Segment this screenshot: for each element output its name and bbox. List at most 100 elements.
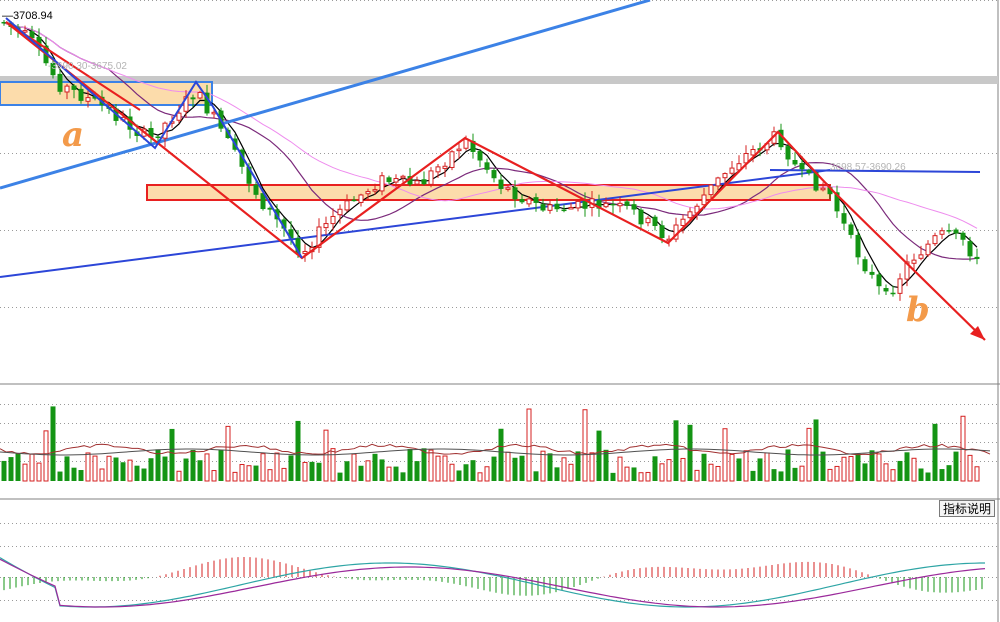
volume-bar-down <box>792 467 798 481</box>
volume-bar-up <box>22 463 28 482</box>
candle-body-down <box>834 192 840 212</box>
candle-body-down <box>519 199 525 203</box>
candle-body-up <box>708 184 714 196</box>
volume-bar-up <box>568 463 574 482</box>
volume-bar-down <box>701 453 707 481</box>
volume-bar-down <box>64 456 70 481</box>
candle-body-up <box>393 178 399 183</box>
macd-panel <box>0 557 986 608</box>
candle-body-down <box>659 225 665 239</box>
candle-body-up <box>715 177 721 187</box>
candle-body-down <box>792 159 798 165</box>
high-price-label: —3708.94 <box>2 10 53 22</box>
volume-bar-down <box>953 451 959 481</box>
candle-body-up <box>526 198 532 205</box>
candle-body-up <box>701 194 707 206</box>
volume-bar-up <box>246 465 252 482</box>
volume-bar-down <box>778 471 784 481</box>
candle-body-down <box>351 199 357 202</box>
candle-body-up <box>449 151 455 168</box>
volume-bar-up <box>281 467 287 482</box>
volume-bar-down <box>407 448 413 481</box>
volume-bar-up <box>127 459 133 482</box>
candle-body-down <box>29 31 35 39</box>
candle-body-down <box>470 140 476 152</box>
candle-body-down <box>533 197 539 203</box>
volume-ma-line <box>0 443 991 456</box>
volume-bar-up <box>764 452 770 482</box>
candle-body-up <box>64 85 70 93</box>
candle-body-up <box>435 166 441 173</box>
volume-bar-up <box>449 463 455 482</box>
volume-bar-down <box>456 470 462 481</box>
volume-bar-down <box>155 449 161 481</box>
volume-bar-up <box>274 452 280 482</box>
candle-body-down <box>127 116 133 130</box>
candle-body-down <box>827 187 833 195</box>
candle-body-down <box>778 129 784 148</box>
candle-body-down <box>50 62 56 76</box>
candle-body-up <box>820 187 826 191</box>
candle-body-down <box>421 179 427 185</box>
indicator-lines <box>0 0 981 289</box>
candle-body-up <box>428 170 434 185</box>
volume-bar-up <box>225 425 231 482</box>
candle-body-up <box>85 97 91 102</box>
volume-bar-down <box>344 461 350 481</box>
candle-body-down <box>848 224 854 235</box>
volume-bar-down <box>169 428 175 481</box>
volume-bar-down <box>8 457 14 481</box>
volume-bar-down <box>785 449 791 481</box>
volume-bar-down <box>918 468 924 481</box>
volume-bar-down <box>162 456 168 481</box>
candle-body-up <box>337 208 343 216</box>
volume-bar-down <box>673 420 679 481</box>
volume-bar-down <box>547 453 553 481</box>
candle-body-down <box>631 204 637 210</box>
volume-bar-down <box>771 469 777 481</box>
volume-bar-down <box>50 406 56 481</box>
candle-body-down <box>624 201 630 206</box>
candle-body-down <box>92 96 98 99</box>
ma-fast-line <box>3 22 978 289</box>
candle-body-up <box>344 200 350 211</box>
high-price-dash: — <box>2 10 13 22</box>
candle-body-up <box>365 191 371 195</box>
volume-bar-down <box>939 469 945 481</box>
volume-bar-up <box>267 469 273 482</box>
volume-bar-down <box>946 465 952 481</box>
candle-body-down <box>204 92 210 114</box>
volume-bar-down <box>603 449 609 481</box>
volume-bar-down <box>820 451 826 481</box>
candle-body-up <box>358 194 364 203</box>
candle-body-down <box>967 241 973 257</box>
candle-body-down <box>799 162 805 170</box>
candle-body-down <box>57 73 63 92</box>
volume-bar-up <box>85 452 91 482</box>
volume-bar-down <box>372 453 378 481</box>
candle-body-up <box>463 138 469 149</box>
candle-body-down <box>134 131 140 136</box>
volume-bar-up <box>540 450 546 482</box>
candle-body-down <box>862 259 868 272</box>
volume-bar-down <box>113 457 119 481</box>
candle-body-up <box>680 218 686 226</box>
volume-bar-down <box>904 452 910 481</box>
volume-bar-down <box>463 464 469 481</box>
volume-bar-up <box>561 457 567 482</box>
volume-bar-down <box>554 467 560 481</box>
candle-body-up <box>505 187 511 190</box>
volume-bar-down <box>470 460 476 481</box>
volume-bar-up <box>365 460 371 482</box>
volume-bar-up <box>526 408 532 482</box>
candle-body-down <box>610 203 616 206</box>
candle-body-down <box>512 187 518 200</box>
volume-bar-down <box>358 465 364 481</box>
indicator-help-button[interactable]: 指标说明 <box>939 500 995 517</box>
volume-bar-down <box>925 472 931 481</box>
volume-bar-down <box>757 458 763 481</box>
volume-bar-down <box>498 428 504 481</box>
volume-bar-up <box>442 455 448 482</box>
channel-line-lower <box>0 169 831 278</box>
